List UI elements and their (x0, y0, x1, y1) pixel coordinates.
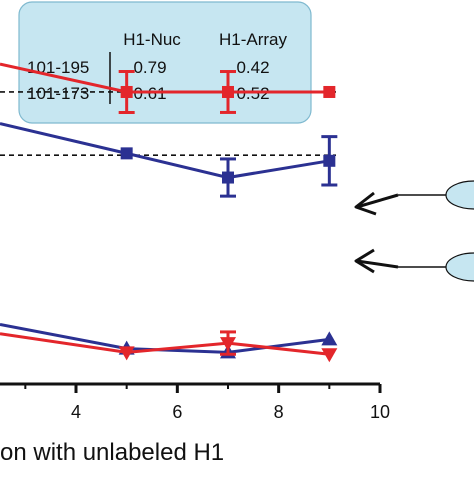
inset-col-header-1: H1-Nuc (123, 30, 181, 49)
series-4-line (0, 332, 330, 356)
x-tick-label-10: 10 (370, 402, 390, 422)
inset-cell-1-2: 0.42 (236, 58, 269, 77)
nucleosome-cartoon-upper (445, 180, 474, 210)
series-1 (0, 62, 336, 114)
inset-cell-1-1: 0.79 (133, 58, 166, 77)
x-tick-label-4: 4 (71, 402, 81, 422)
series-2 (0, 122, 338, 198)
series-2-point-4 (323, 154, 336, 167)
series-1-point-2 (120, 85, 133, 98)
series-4-point-3 (220, 337, 236, 352)
arrow-lower (354, 248, 474, 282)
inset-cell-2-2: 0.52 (236, 84, 269, 103)
x-axis-title: on with unlabeled H1 (0, 439, 224, 466)
inset-table: H1-Nuc H1-Array 101-195 0.79 0.42 101-17… (18, 1, 312, 124)
inset-col-header-2: H1-Array (219, 30, 288, 49)
arrow-lower-shaft (356, 259, 399, 269)
inset-row-label-2: 101-173 (27, 84, 89, 103)
series-4-point-4 (321, 348, 338, 363)
series-2-point-2 (120, 147, 133, 160)
series-1-line (0, 62, 330, 94)
inset-cell-2-1: 0.61 (133, 84, 166, 103)
arrow-upper (354, 180, 474, 216)
x-axis: 4 6 8 10 (0, 382, 390, 422)
series-1-point-3 (222, 85, 234, 98)
series-2-line (0, 122, 330, 180)
series-2-point-3 (222, 171, 234, 184)
series-3-point-4 (321, 331, 338, 346)
nucleosome-cartoon-lower (445, 252, 474, 282)
arrow-lower-head (354, 248, 375, 274)
series-4 (0, 330, 338, 363)
series-1-point-4 (323, 85, 336, 98)
series-3-line (0, 323, 330, 354)
arrow-upper-shaft (356, 193, 399, 209)
arrow-upper-head (354, 191, 377, 216)
series-layer (0, 62, 338, 363)
x-tick-label-8: 8 (274, 402, 284, 422)
annotation-arrows (354, 180, 474, 282)
series-4-point-2 (118, 346, 135, 361)
inset-row-label-1: 101-195 (27, 58, 89, 77)
x-tick-label-6: 6 (172, 402, 182, 422)
